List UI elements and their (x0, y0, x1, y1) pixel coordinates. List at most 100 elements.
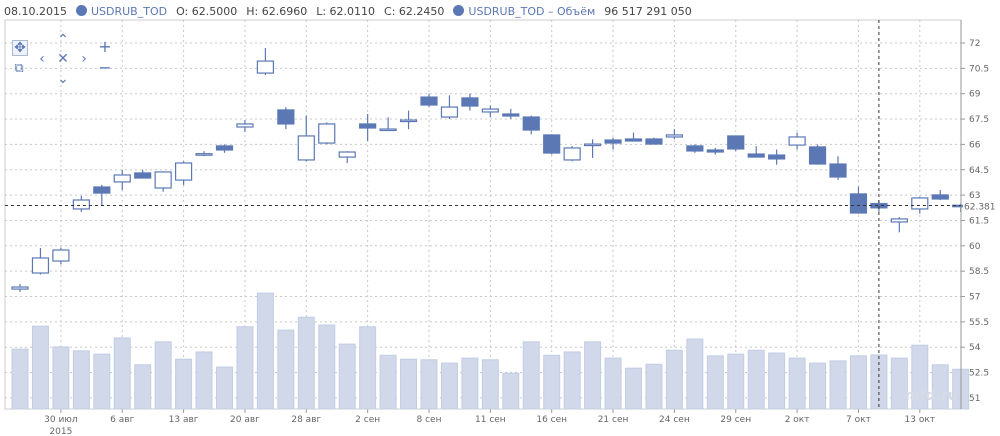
close-value: C: 62.2450 (384, 4, 445, 18)
volume-bar (338, 343, 356, 410)
volume-bar (11, 348, 29, 410)
chevron-left-icon[interactable]: ‹ (39, 51, 45, 67)
high-value: H: 62.6960 (246, 4, 308, 18)
candle-up (72, 199, 90, 210)
candle-up (399, 119, 418, 123)
volume-bar (195, 351, 213, 410)
y-tick-label: 57 (969, 293, 980, 303)
candle-down (931, 194, 949, 200)
y-tick-label: 54 (969, 343, 981, 353)
crosshair-value-label: 62.381 (964, 203, 996, 213)
volume-bar (625, 367, 642, 410)
candle-down (686, 145, 704, 152)
x-tick-label: 28 авг (291, 415, 321, 425)
volume-bar (175, 358, 193, 410)
zoom-out-icon[interactable]: − (98, 58, 112, 77)
x-tick-year-label: 2015 (49, 427, 72, 436)
candle-down (768, 154, 786, 160)
candle-up (583, 143, 602, 147)
volume-bar (727, 353, 745, 410)
candle-up (113, 174, 131, 183)
volume-value: 96 517 291 050 (604, 4, 692, 18)
volume-bar (563, 351, 581, 410)
volume-bar (277, 329, 295, 410)
volume-bar (256, 292, 274, 410)
y-tick-label: 58.5 (969, 267, 989, 277)
volume-bar (522, 341, 540, 410)
candle-down (829, 163, 847, 178)
candle-up (481, 108, 499, 113)
candle-up (195, 153, 213, 156)
volume-bar (604, 357, 622, 410)
candle-down (624, 138, 643, 142)
x-tick-label: 20 авг (230, 415, 260, 425)
candle-up (31, 257, 50, 274)
candle-up (379, 128, 397, 132)
x-tick-label: 7 окт (846, 415, 871, 425)
volume-bar (359, 326, 377, 410)
candle-up (256, 60, 274, 74)
y-tick-label: 51 (969, 394, 980, 404)
candle-up (911, 197, 929, 210)
series-dot-icon (75, 4, 87, 16)
candle-up (440, 106, 459, 118)
candle-down (706, 149, 724, 153)
candle-down (747, 153, 765, 158)
series-volume-legend[interactable]: USDRUB_TOD – Объём (453, 4, 595, 18)
pan-mode-icon[interactable]: ✥ (12, 40, 28, 56)
y-tick-label: 55.5 (969, 318, 989, 328)
zoom-select-icon[interactable]: ⧉ (14, 61, 24, 76)
chevron-down-icon[interactable]: ⌄ (57, 71, 69, 87)
x-tick-label: 8 сен (417, 415, 442, 425)
y-tick-label: 69 (969, 90, 981, 100)
y-tick-label: 60 (969, 242, 981, 252)
candle-down (502, 113, 520, 117)
volume-bar (236, 326, 254, 410)
x-tick-label: 6 авг (110, 415, 134, 425)
volume-bar (72, 350, 90, 410)
series-dot-icon (453, 4, 465, 16)
reset-x-icon[interactable]: ✕ (57, 51, 69, 67)
x-tick-label: 13 авг (169, 415, 199, 425)
y-tick-label: 72 (969, 39, 980, 49)
low-value: L: 62.0110 (316, 4, 376, 18)
volume-bar (461, 357, 479, 410)
x-tick-label: 16 сен (536, 415, 567, 425)
chevron-up-icon[interactable]: ⌃ (57, 32, 69, 48)
zoom-in-icon[interactable]: + (98, 37, 112, 56)
chevron-right-icon[interactable]: › (81, 51, 87, 67)
candle-down (277, 109, 295, 125)
open-value: O: 62.5000 (176, 4, 238, 18)
candle-down (93, 186, 111, 194)
volume-bar (543, 354, 561, 410)
candle-up (154, 171, 172, 189)
volume-bar (52, 346, 70, 410)
volume-bar (502, 372, 520, 410)
candle-down (359, 123, 377, 129)
volume-bar (134, 364, 152, 410)
crosshair-label-bg (963, 198, 1000, 213)
y-tick-label: 70.5 (969, 64, 989, 74)
candle-down (808, 146, 827, 165)
candle-up (236, 123, 254, 128)
y-tick-label: 67.5 (969, 115, 989, 125)
date-label: 08.10.2015 (4, 4, 67, 18)
x-tick-label: 29 сен (720, 415, 751, 425)
volume-bar (379, 354, 397, 410)
candle-down (727, 135, 745, 150)
candle-up (665, 134, 684, 138)
volume-bar (93, 353, 111, 410)
volume-bar (318, 324, 336, 410)
volume-bar (481, 359, 499, 410)
candle-up (788, 136, 806, 146)
series-price-legend[interactable]: USDRUB_TOD (75, 4, 167, 18)
y-tick-label: 66 (969, 140, 981, 150)
x-tick-label: 11 сен (475, 415, 506, 425)
volume-bar (747, 349, 765, 410)
x-tick-label: 21 сен (598, 415, 629, 425)
plot-area (4, 19, 962, 410)
candle-down (645, 138, 663, 145)
volume-bar (829, 360, 847, 410)
candle-down (849, 193, 868, 214)
